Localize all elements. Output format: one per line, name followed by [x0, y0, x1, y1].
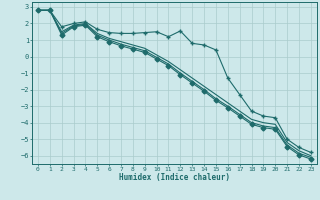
- X-axis label: Humidex (Indice chaleur): Humidex (Indice chaleur): [119, 173, 230, 182]
